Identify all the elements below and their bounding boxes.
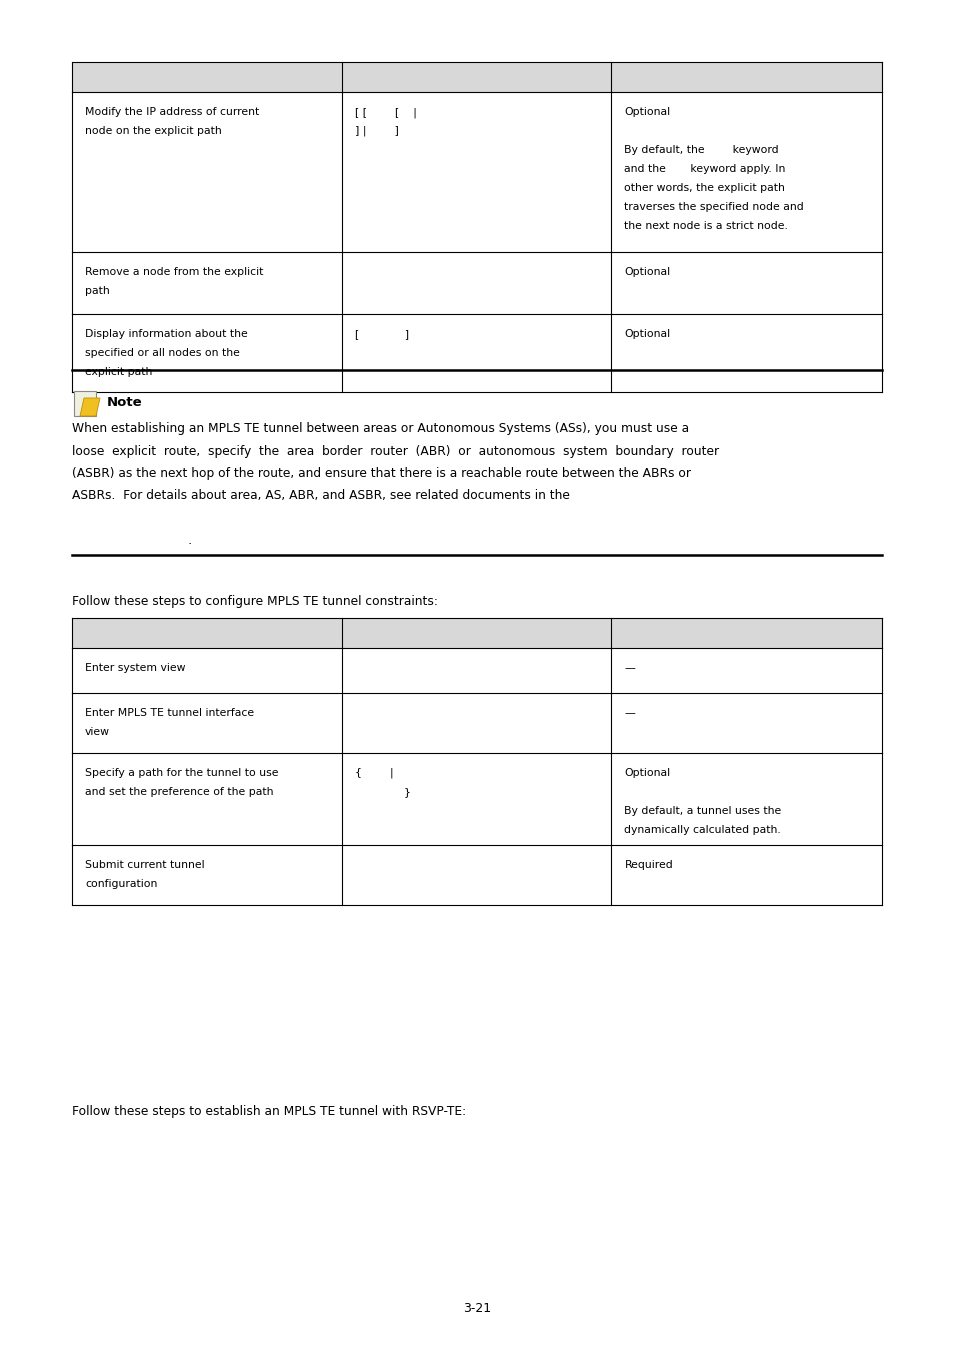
- Text: Optional: Optional: [624, 107, 670, 117]
- Text: other words, the explicit path: other words, the explicit path: [624, 184, 784, 193]
- Text: [             ]: [ ]: [355, 329, 409, 339]
- Text: Required: Required: [624, 860, 673, 869]
- Text: 3-21: 3-21: [462, 1301, 491, 1315]
- Text: Enter system view: Enter system view: [85, 663, 185, 674]
- Text: explicit path: explicit path: [85, 367, 152, 377]
- Text: node on the explicit path: node on the explicit path: [85, 126, 221, 136]
- Text: configuration: configuration: [85, 879, 157, 890]
- Text: When establishing an MPLS TE tunnel between areas or Autonomous Systems (ASs), y: When establishing an MPLS TE tunnel betw…: [71, 423, 688, 435]
- Bar: [71, 648, 882, 693]
- Text: specified or all nodes on the: specified or all nodes on the: [85, 348, 239, 358]
- Text: the next node is a strict node.: the next node is a strict node.: [624, 221, 787, 231]
- Bar: [71, 92, 882, 252]
- Polygon shape: [80, 398, 100, 416]
- Bar: [71, 315, 882, 392]
- Bar: [71, 845, 882, 905]
- Text: [ [        [    |: [ [ [ |: [355, 107, 416, 117]
- Text: Optional: Optional: [624, 267, 670, 277]
- Text: Submit current tunnel: Submit current tunnel: [85, 860, 204, 869]
- Text: .: .: [71, 535, 192, 548]
- Text: dynamically calculated path.: dynamically calculated path.: [624, 825, 781, 836]
- Text: }: }: [355, 787, 410, 796]
- Text: Enter MPLS TE tunnel interface: Enter MPLS TE tunnel interface: [85, 707, 253, 718]
- Text: (ASBR) as the next hop of the route, and ensure that there is a reachable route : (ASBR) as the next hop of the route, and…: [71, 467, 690, 481]
- Text: traverses the specified node and: traverses the specified node and: [624, 202, 803, 212]
- Bar: [71, 252, 882, 315]
- Text: Modify the IP address of current: Modify the IP address of current: [85, 107, 259, 117]
- Text: Follow these steps to configure MPLS TE tunnel constraints:: Follow these steps to configure MPLS TE …: [71, 595, 437, 608]
- Text: ] |        ]: ] | ]: [355, 126, 398, 136]
- Bar: [71, 693, 882, 753]
- Text: and set the preference of the path: and set the preference of the path: [85, 787, 274, 796]
- Text: Note: Note: [107, 396, 143, 409]
- Bar: [71, 62, 882, 92]
- Text: —: —: [624, 707, 635, 718]
- Text: Remove a node from the explicit: Remove a node from the explicit: [85, 267, 263, 277]
- Text: {        |: { |: [355, 768, 393, 779]
- Text: Specify a path for the tunnel to use: Specify a path for the tunnel to use: [85, 768, 278, 778]
- Text: By default, the        keyword: By default, the keyword: [624, 144, 779, 155]
- FancyBboxPatch shape: [74, 392, 96, 416]
- Bar: [71, 753, 882, 845]
- Text: Optional: Optional: [624, 768, 670, 778]
- Text: —: —: [624, 663, 635, 674]
- Text: path: path: [85, 286, 110, 296]
- Text: view: view: [85, 728, 110, 737]
- Text: and the       keyword apply. In: and the keyword apply. In: [624, 163, 785, 174]
- Text: Follow these steps to establish an MPLS TE tunnel with RSVP-TE:: Follow these steps to establish an MPLS …: [71, 1106, 466, 1118]
- Text: Optional: Optional: [624, 329, 670, 339]
- Text: ASBRs.  For details about area, AS, ABR, and ASBR, see related documents in the: ASBRs. For details about area, AS, ABR, …: [71, 490, 569, 502]
- Bar: [71, 618, 882, 648]
- Text: Display information about the: Display information about the: [85, 329, 248, 339]
- Text: loose  explicit  route,  specify  the  area  border  router  (ABR)  or  autonomo: loose explicit route, specify the area b…: [71, 444, 719, 458]
- Text: By default, a tunnel uses the: By default, a tunnel uses the: [624, 806, 781, 815]
